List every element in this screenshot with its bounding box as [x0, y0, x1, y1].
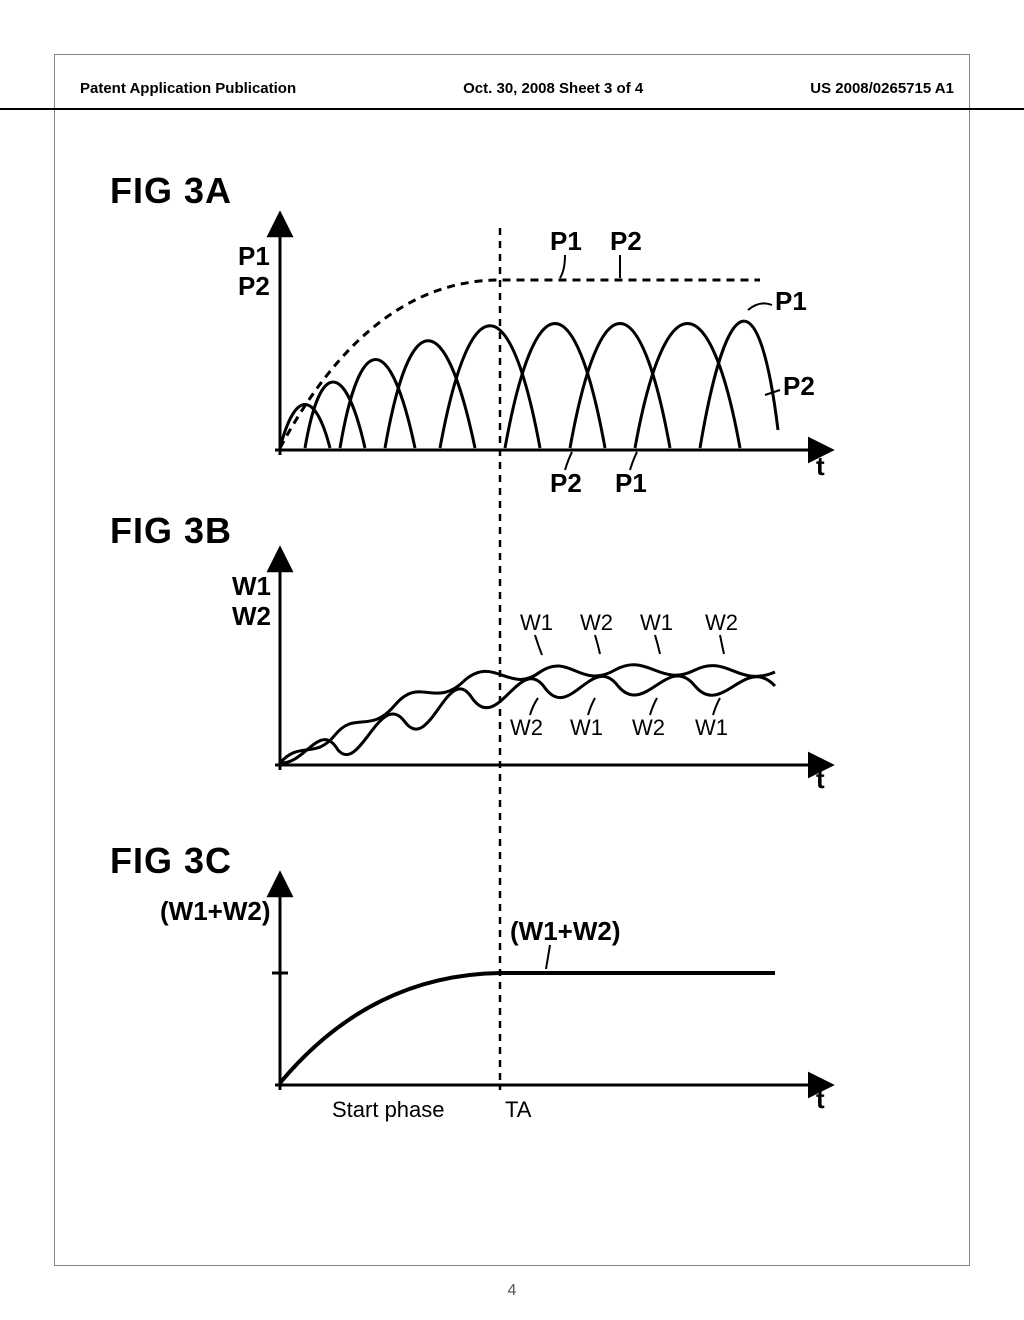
ylabel-sum: (W1+W2): [160, 896, 271, 926]
lobe: [385, 341, 475, 448]
ylabel-w2: W2: [232, 601, 271, 631]
ylabel-p2: P2: [238, 271, 270, 301]
lbl-p2-right: P2: [783, 371, 815, 401]
lobe: [635, 324, 740, 449]
fig-3a-title: FIG 3A: [110, 170, 232, 212]
figure-diagrams: FIG 3A P1 P2 t P1 P2: [120, 160, 880, 1170]
lbl-p2-top: P2: [610, 226, 642, 256]
fig-3c-title: FIG 3C: [110, 840, 232, 882]
curve-label: (W1+W2): [510, 916, 621, 946]
w1-c: W1: [570, 715, 603, 740]
lbl-p1-right: P1: [775, 286, 807, 316]
lobe: [305, 382, 365, 448]
w2-d: W2: [632, 715, 665, 740]
fig-3b-chart: W1 W2 t W1 W2 W1 W2 W2 W1 W2 W1: [220, 560, 840, 800]
lbl-p1-top: P1: [550, 226, 582, 256]
w2-c: W2: [510, 715, 543, 740]
fig-3b-title: FIG 3B: [110, 510, 232, 552]
xlabel-t-c: t: [816, 1084, 825, 1114]
header-center: Oct. 30, 2008 Sheet 3 of 4: [463, 80, 643, 97]
lobe: [570, 324, 670, 449]
ylabel-p1: P1: [238, 241, 270, 271]
header-left: Patent Application Publication: [80, 80, 296, 97]
ylabel-w1: W1: [232, 571, 271, 601]
sum-curve: [280, 973, 775, 1083]
lbl-p2-bot: P2: [550, 468, 582, 498]
xlabel-t: t: [816, 451, 825, 481]
w1-d: W1: [695, 715, 728, 740]
w2-a: W2: [580, 610, 613, 635]
lbl-p1-bot: P1: [615, 468, 647, 498]
w1-a: W1: [520, 610, 553, 635]
lobe: [700, 321, 778, 448]
w1-b: W1: [640, 610, 673, 635]
header-right: US 2008/0265715 A1: [810, 80, 954, 97]
w2-b: W2: [705, 610, 738, 635]
xlabel-t-b: t: [816, 764, 825, 794]
fig-3a-chart: P1 P2 t P1 P2 P1 P2 P2 P1: [220, 220, 840, 480]
start-phase-label: Start phase: [332, 1097, 445, 1122]
lobe: [505, 324, 605, 449]
page-header: Patent Application Publication Oct. 30, …: [0, 80, 1024, 110]
ta-divider: [490, 228, 510, 1158]
page-number: 4: [0, 1282, 1024, 1300]
fig-3c-chart: (W1+W2) t (W1+W2) Start phase TA: [220, 885, 840, 1135]
